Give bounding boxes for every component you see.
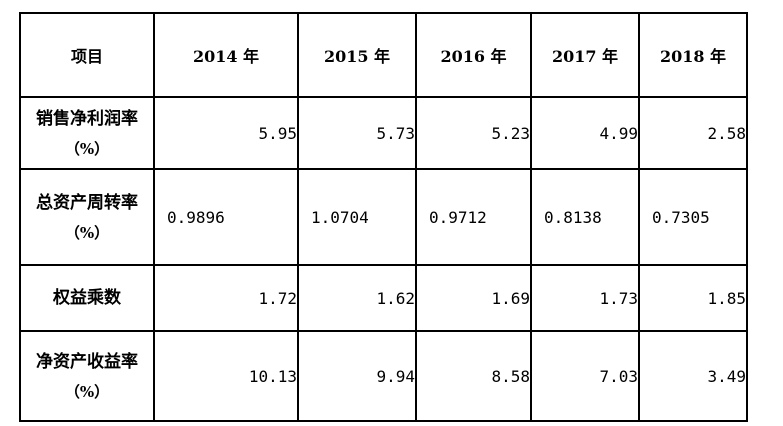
row-label: 权益乘数 xyxy=(53,287,121,308)
header-cell-2017: 2017 年 xyxy=(530,12,640,98)
header-cell-2015: 2015 年 xyxy=(297,12,417,98)
value-cell-2015: 1.0704 xyxy=(297,168,417,266)
header-cell-item: 项目 xyxy=(19,12,155,98)
row-label-cell: 销售净利润率 （%） xyxy=(19,96,155,170)
value-cell-2015: 9.94 xyxy=(297,330,417,422)
row-label: 销售净利润率 xyxy=(36,108,138,129)
value-cell-2016: 0.9712 xyxy=(415,168,532,266)
row-label: 净资产收益率 xyxy=(36,351,138,372)
value-cell-2018: 0.7305 xyxy=(638,168,748,266)
row-unit: （%） xyxy=(64,382,110,401)
value-cell-2018: 3.49 xyxy=(638,330,748,422)
value-cell-2017: 1.73 xyxy=(530,264,640,332)
table-row-asset-turnover: 总资产周转率 （%） 0.9896 1.0704 0.9712 0.8138 0… xyxy=(19,168,748,266)
value-cell-2016: 5.23 xyxy=(415,96,532,170)
value-cell-2014: 5.95 xyxy=(153,96,299,170)
value-cell-2017: 7.03 xyxy=(530,330,640,422)
value-cell-2018: 2.58 xyxy=(638,96,748,170)
table-row-net-profit-margin: 销售净利润率 （%） 5.95 5.73 5.23 4.99 2.58 xyxy=(19,96,748,170)
value-cell-2014: 10.13 xyxy=(153,330,299,422)
header-cell-2018: 2018 年 xyxy=(638,12,748,98)
value-cell-2014: 0.9896 xyxy=(153,168,299,266)
row-unit: （%） xyxy=(64,223,110,242)
header-row: 项目 2014 年 2015 年 2016 年 2017 年 2018 年 xyxy=(19,12,748,98)
value-cell-2016: 8.58 xyxy=(415,330,532,422)
value-cell-2018: 1.85 xyxy=(638,264,748,332)
row-label-cell: 权益乘数 xyxy=(19,264,155,332)
table-row-roe: 净资产收益率 （%） 10.13 9.94 8.58 7.03 3.49 xyxy=(19,330,748,422)
table-row-equity-multiplier: 权益乘数 1.72 1.62 1.69 1.73 1.85 xyxy=(19,264,748,332)
header-cell-2016: 2016 年 xyxy=(415,12,532,98)
row-unit: （%） xyxy=(64,139,110,158)
row-label-cell: 总资产周转率 （%） xyxy=(19,168,155,266)
header-cell-2014: 2014 年 xyxy=(153,12,299,98)
value-cell-2015: 1.62 xyxy=(297,264,417,332)
value-cell-2017: 0.8138 xyxy=(530,168,640,266)
value-cell-2015: 5.73 xyxy=(297,96,417,170)
value-cell-2016: 1.69 xyxy=(415,264,532,332)
row-label-cell: 净资产收益率 （%） xyxy=(19,330,155,422)
financial-ratio-table: 项目 2014 年 2015 年 2016 年 2017 年 2018 年 销售… xyxy=(19,12,748,422)
value-cell-2014: 1.72 xyxy=(153,264,299,332)
row-label: 总资产周转率 xyxy=(36,192,138,213)
value-cell-2017: 4.99 xyxy=(530,96,640,170)
